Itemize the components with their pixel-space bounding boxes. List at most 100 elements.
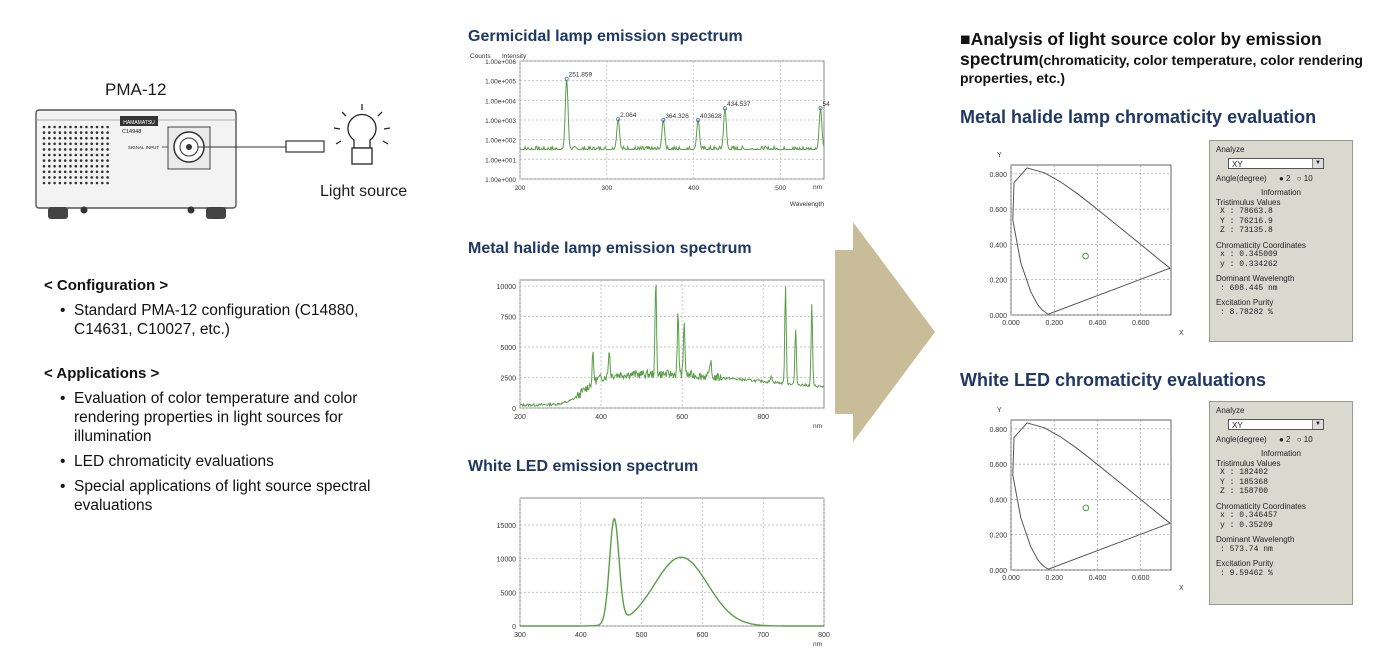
spectrum-line (520, 517, 824, 627)
angle-label: Angle(degree) (1216, 434, 1267, 444)
vent-hole (63, 142, 67, 146)
brand-text: HAMAMATSU (123, 120, 155, 126)
tristimulus-y: Y : 76216.9 (1220, 216, 1273, 226)
vent-hole (58, 142, 62, 146)
angle-radio-2[interactable]: ● (1278, 434, 1284, 444)
vent-hole (74, 131, 78, 134)
vent-hole (95, 125, 99, 129)
vent-hole (90, 131, 93, 134)
x-tick-label: 0.000 (1002, 575, 1020, 582)
list-item: Evaluation of color temperature and colo… (60, 389, 395, 446)
peak-label: 251.859 (569, 72, 593, 79)
vent-hole (101, 164, 104, 168)
device-label: PMA-12 (105, 80, 167, 99)
x-axis-label: Wavelength (790, 201, 824, 208)
angle-opt1: 2 (1286, 434, 1291, 444)
list-item: LED chromaticity evaluations (60, 452, 395, 471)
vent-hole (48, 159, 51, 162)
chevron-down-icon: ▼ (1312, 158, 1323, 168)
vent-hole (63, 136, 67, 140)
vent-hole (101, 170, 104, 174)
vent-hole (74, 170, 78, 174)
peak-marker (696, 118, 701, 122)
analyze-select[interactable]: XY ▼ (1228, 157, 1324, 169)
white-led-chromaticity-chart: Y X 0.000 0.200 0.400 0.600 0.800 0.000 0.200 0.4… (989, 407, 1184, 592)
vent-hole (74, 153, 78, 157)
y-axis-label: Y (997, 407, 1002, 414)
vent-hole (79, 142, 83, 146)
vent-hole (79, 131, 83, 134)
light-source-label: Light source (320, 183, 408, 200)
list-item: Special applications of light source spe… (60, 477, 395, 515)
angle-label: Angle(degree) (1216, 173, 1267, 183)
peak-marker (818, 106, 823, 111)
vent-hole (48, 164, 51, 168)
vent-hole (53, 176, 56, 179)
angle-radio-10[interactable]: ○ (1296, 173, 1302, 183)
vent-hole (95, 142, 99, 146)
y-tick-label: 7500 (500, 315, 516, 322)
vent-hole (58, 131, 62, 134)
flow-arrow-icon (835, 222, 935, 442)
chromaticity-point (1082, 252, 1089, 260)
analyze-panel: Analyze XY ▼ Angle(degree) ● 2 ○ 10 Info… (1209, 140, 1353, 342)
vent-hole (69, 142, 72, 146)
applications-list: Evaluation of color temperature and colo… (60, 389, 395, 521)
vent-hole (42, 131, 46, 134)
vent-hole (79, 176, 83, 179)
vent-hole (101, 176, 104, 179)
vent-hole (48, 125, 51, 129)
y-tick-label: 0.200 (989, 278, 1007, 285)
tristimulus-title: Tristimulus Values (1216, 458, 1281, 468)
tristimulus-x: X : 182402 (1220, 468, 1269, 477)
angle-opt2: 10 (1303, 173, 1313, 183)
plot-area (1010, 419, 1172, 571)
y-tick-label: 15000 (497, 523, 517, 530)
x-tick-label: 400 (688, 185, 699, 192)
x-tick-label: 500 (775, 185, 786, 192)
vent-hole (53, 148, 56, 151)
vent-hole (48, 142, 51, 146)
vent-hole (42, 181, 46, 185)
y-tick-label: 1.00e+005 (485, 79, 516, 86)
purity-title: Excitation Purity (1216, 559, 1274, 568)
vent-hole (106, 142, 109, 146)
tristimulus-title: Tristimulus Values (1216, 197, 1281, 207)
vent-hole (106, 164, 109, 168)
chroma-title: Chromaticity Coordinates (1216, 240, 1306, 250)
vent-hole (42, 125, 46, 129)
vent-hole (58, 181, 62, 185)
vent-hole (74, 181, 78, 185)
vent-hole (74, 148, 78, 151)
vent-hole (79, 170, 83, 174)
vent-hole (90, 136, 93, 140)
white-led-chroma-title: White LED chromaticity evaluations (960, 370, 1267, 390)
vent-hole (53, 164, 56, 168)
x-tick-label: 800 (757, 414, 769, 421)
vent-hole (69, 176, 72, 179)
analyze-select-value: XY (1232, 159, 1243, 169)
vent-hole (69, 159, 72, 162)
angle-radio-2[interactable]: ● (1278, 173, 1284, 183)
peak-label: 434.537 (727, 101, 751, 108)
list-item: Standard PMA-12 configuration (C14880, C… (60, 301, 380, 339)
peak-label: 54675 (823, 101, 830, 108)
dominant-value: : 573.74 nm (1220, 544, 1273, 554)
vent-hole (90, 170, 93, 174)
analyze-label: Analyze (1216, 145, 1245, 154)
vent-hole (106, 176, 109, 179)
analyze-select[interactable]: XY ▼ (1228, 418, 1324, 430)
x-unit-label: nm (813, 641, 822, 648)
vent-hole (85, 181, 88, 185)
vent-hole (58, 136, 62, 140)
vent-hole (95, 170, 99, 174)
plot-area (519, 279, 825, 409)
x-tick-label: 400 (575, 632, 587, 639)
vent-hole (63, 153, 67, 157)
chroma-x: x : 0.345009 (1220, 250, 1278, 259)
angle-opt2: 10 (1303, 434, 1313, 444)
tristimulus-z: Z : 158700 (1220, 487, 1269, 496)
metal-halide-chromaticity-chart: Y X 0.000 0.200 0.400 0.600 0.800 0.000 0.200 0.4… (989, 152, 1184, 337)
model-text: C14948 (122, 129, 141, 135)
angle-radio-10[interactable]: ○ (1296, 434, 1302, 444)
